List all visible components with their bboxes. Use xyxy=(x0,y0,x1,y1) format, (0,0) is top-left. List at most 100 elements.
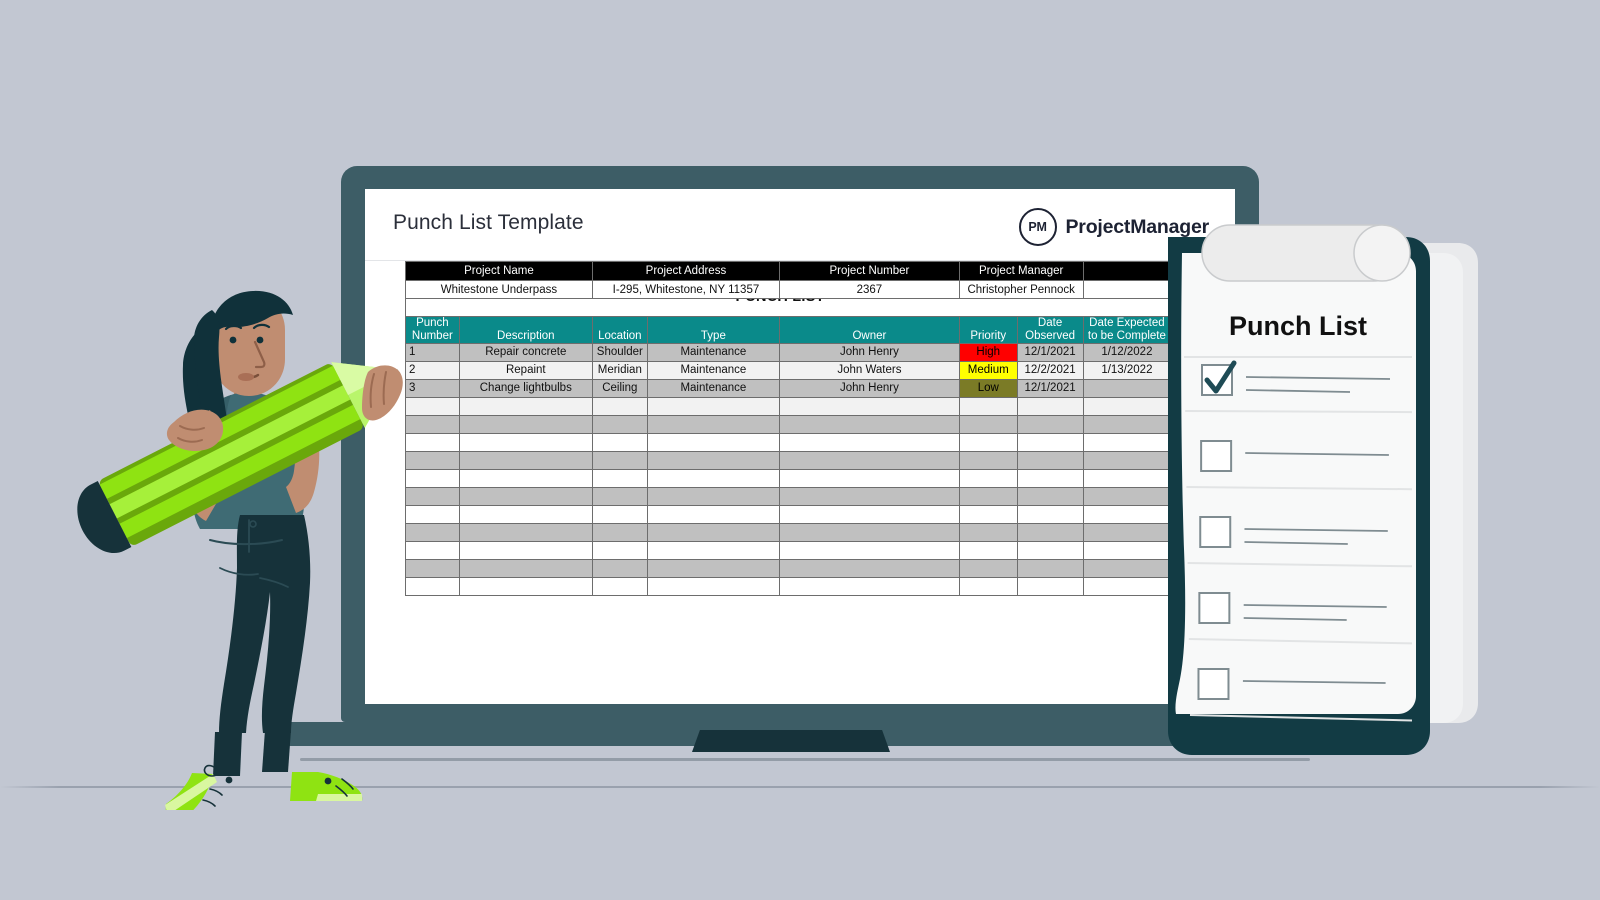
cell-date-observed[interactable]: 12/1/2021 xyxy=(1016,378,1084,398)
cell-empty[interactable] xyxy=(458,576,593,596)
cell-empty[interactable] xyxy=(1016,540,1084,560)
cell-empty[interactable] xyxy=(405,450,460,470)
cell-empty[interactable] xyxy=(591,558,648,578)
project-number-value[interactable]: 2367 xyxy=(779,280,960,299)
table-row[interactable]: 3 Change lightbulbs Ceiling Maintenance John… xyxy=(405,378,1235,398)
cell-empty[interactable] xyxy=(1082,432,1172,452)
cell-empty[interactable] xyxy=(458,396,593,416)
cell-empty[interactable] xyxy=(405,486,460,506)
cell-empty[interactable] xyxy=(779,432,960,452)
cell-empty[interactable] xyxy=(458,414,593,434)
cell-empty[interactable] xyxy=(1082,468,1172,488)
cell-empty[interactable] xyxy=(405,396,460,416)
cell-empty[interactable] xyxy=(779,504,960,524)
cell-date-observed[interactable]: 12/2/2021 xyxy=(1016,360,1084,380)
cell-empty[interactable] xyxy=(591,468,648,488)
project-address-value[interactable]: I-295, Whitestone, NY 11357 xyxy=(591,280,781,299)
cell-empty[interactable] xyxy=(646,558,781,578)
cell-empty[interactable] xyxy=(646,504,781,524)
cell-empty[interactable] xyxy=(646,414,781,434)
table-row[interactable]: 1 Repair concrete Shoulder Maintenance John … xyxy=(405,342,1235,362)
cell-empty[interactable] xyxy=(958,522,1018,542)
cell-empty[interactable] xyxy=(591,522,648,542)
cell-type[interactable]: Maintenance xyxy=(646,342,781,362)
cell-empty[interactable] xyxy=(646,576,781,596)
table-row-empty[interactable] xyxy=(405,396,1235,416)
cell-empty[interactable] xyxy=(958,486,1018,506)
cell-empty[interactable] xyxy=(458,540,593,560)
cell-empty[interactable] xyxy=(646,432,781,452)
cell-location[interactable]: Shoulder xyxy=(591,342,648,362)
clipboard-checkbox[interactable] xyxy=(1200,440,1233,472)
cell-empty[interactable] xyxy=(1082,486,1172,506)
cell-empty[interactable] xyxy=(1016,486,1084,506)
cell-empty[interactable] xyxy=(458,558,593,578)
table-row[interactable]: 2 Repaint Meridian Maintenance John Waters Me… xyxy=(405,360,1235,380)
cell-empty[interactable] xyxy=(958,576,1018,596)
cell-empty[interactable] xyxy=(958,396,1018,416)
cell-empty[interactable] xyxy=(646,396,781,416)
cell-empty[interactable] xyxy=(646,468,781,488)
cell-empty[interactable] xyxy=(591,450,648,470)
cell-empty[interactable] xyxy=(458,504,593,524)
cell-empty[interactable] xyxy=(779,486,960,506)
cell-empty[interactable] xyxy=(591,576,648,596)
cell-empty[interactable] xyxy=(405,432,460,452)
cell-description[interactable]: Repair concrete xyxy=(458,342,593,362)
cell-empty[interactable] xyxy=(646,450,781,470)
cell-empty[interactable] xyxy=(779,450,960,470)
clipboard-checkbox[interactable] xyxy=(1199,516,1232,548)
cell-empty[interactable] xyxy=(646,540,781,560)
cell-owner[interactable]: John Henry xyxy=(779,342,960,362)
cell-empty[interactable] xyxy=(1082,576,1172,596)
project-manager-value[interactable]: Christopher Pennock xyxy=(958,280,1084,299)
cell-empty[interactable] xyxy=(779,540,960,560)
cell-empty[interactable] xyxy=(591,414,648,434)
cell-empty[interactable] xyxy=(1016,522,1084,542)
cell-empty[interactable] xyxy=(591,396,648,416)
table-row-empty[interactable] xyxy=(405,432,1235,452)
cell-empty[interactable] xyxy=(958,414,1018,434)
table-row-empty[interactable] xyxy=(405,576,1235,596)
cell-owner[interactable]: John Waters xyxy=(779,360,960,380)
cell-empty[interactable] xyxy=(1016,468,1084,488)
punch-list-table[interactable]: Project Name Project Address Project Num… xyxy=(405,261,1235,596)
cell-empty[interactable] xyxy=(958,540,1018,560)
cell-empty[interactable] xyxy=(591,504,648,524)
cell-empty[interactable] xyxy=(779,414,960,434)
cell-empty[interactable] xyxy=(1016,450,1084,470)
cell-empty[interactable] xyxy=(458,468,593,488)
cell-empty[interactable] xyxy=(646,522,781,542)
cell-empty[interactable] xyxy=(1016,558,1084,578)
cell-location[interactable]: Meridian xyxy=(591,360,648,380)
cell-empty[interactable] xyxy=(1016,504,1084,524)
cell-empty[interactable] xyxy=(458,522,593,542)
cell-type[interactable]: Maintenance xyxy=(646,360,781,380)
table-row-empty[interactable] xyxy=(405,468,1235,488)
cell-date-expected[interactable]: 1/13/2022 xyxy=(1082,360,1172,380)
cell-priority[interactable]: Low xyxy=(958,378,1018,398)
cell-location[interactable]: Ceiling xyxy=(591,378,648,398)
table-row-empty[interactable] xyxy=(405,522,1235,542)
cell-empty[interactable] xyxy=(779,468,960,488)
cell-type[interactable]: Maintenance xyxy=(646,378,781,398)
cell-empty[interactable] xyxy=(646,486,781,506)
cell-empty[interactable] xyxy=(958,450,1018,470)
cell-empty[interactable] xyxy=(1016,414,1084,434)
table-row-empty[interactable] xyxy=(405,450,1235,470)
cell-priority[interactable]: Medium xyxy=(958,360,1018,380)
project-info-value-row[interactable]: Whitestone Underpass I-295, Whitestone, … xyxy=(405,280,1235,299)
cell-empty[interactable] xyxy=(591,540,648,560)
cell-punch-number[interactable]: 2 xyxy=(405,360,460,380)
cell-empty[interactable] xyxy=(1082,396,1172,416)
cell-empty[interactable] xyxy=(458,450,593,470)
table-row-empty[interactable] xyxy=(405,414,1235,434)
cell-empty[interactable] xyxy=(458,432,593,452)
cell-owner[interactable]: John Henry xyxy=(779,378,960,398)
cell-empty[interactable] xyxy=(958,432,1018,452)
cell-date-observed[interactable]: 12/1/2021 xyxy=(1016,342,1084,362)
table-row-empty[interactable] xyxy=(405,540,1235,560)
cell-empty[interactable] xyxy=(779,558,960,578)
cell-empty[interactable] xyxy=(958,468,1018,488)
table-row-empty[interactable] xyxy=(405,504,1235,524)
